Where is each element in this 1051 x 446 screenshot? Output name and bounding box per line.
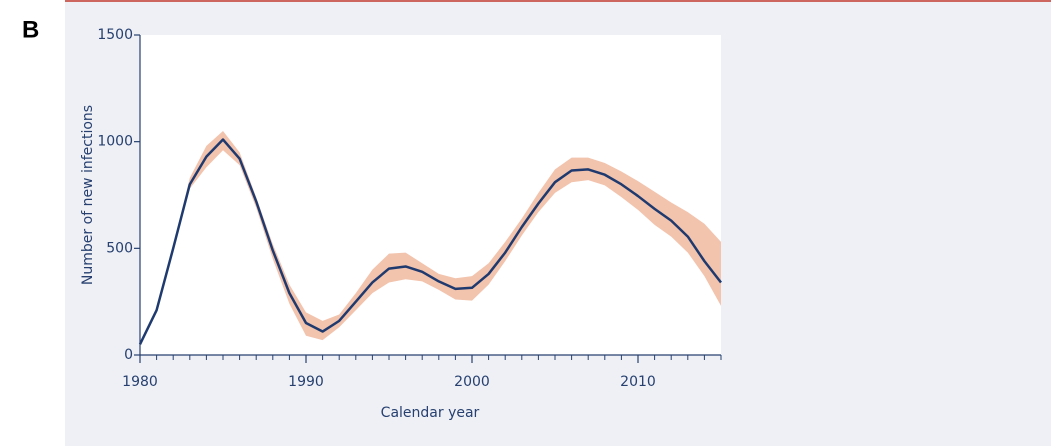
x-tick-label: 1990 — [288, 374, 324, 390]
y-tick-label: 1500 — [97, 27, 133, 43]
y-tick-label: 0 — [124, 347, 133, 363]
panel-label: B — [22, 16, 39, 43]
y-tick-label: 1000 — [97, 134, 133, 150]
series-line — [138, 138, 722, 345]
x-tick-label: 2000 — [454, 374, 490, 390]
uncertainty-band — [140, 131, 721, 345]
x-axis-label: Calendar year — [381, 405, 480, 421]
x-tick-label: 1980 — [122, 374, 158, 390]
x-tick-label: 2010 — [620, 374, 656, 390]
y-axis-label: Number of new infections — [80, 105, 96, 285]
y-tick-label: 500 — [106, 240, 133, 256]
